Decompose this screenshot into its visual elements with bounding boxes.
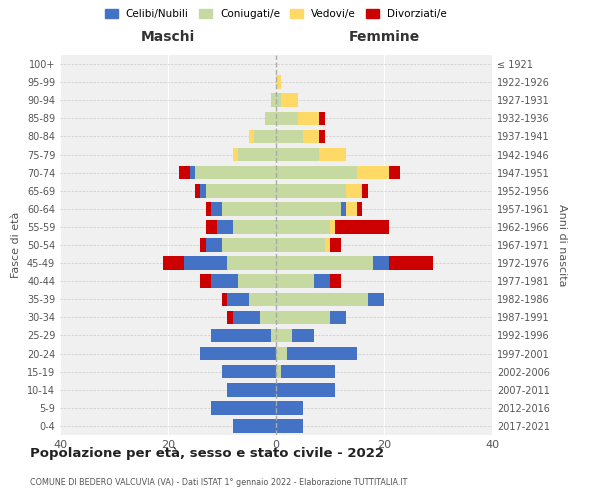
Bar	[227, 383, 276, 396]
Bar	[281, 365, 335, 378]
Legend: Celibi/Nubili, Coniugati/e, Vedovi/e, Divorziati/e: Celibi/Nubili, Coniugati/e, Vedovi/e, Di…	[101, 5, 451, 24]
Bar	[200, 238, 206, 252]
Bar	[276, 76, 281, 89]
Bar	[184, 256, 227, 270]
Bar	[200, 184, 206, 198]
Bar	[373, 256, 389, 270]
Bar	[249, 130, 254, 143]
Bar	[276, 130, 303, 143]
Bar	[200, 274, 211, 288]
Bar	[211, 328, 271, 342]
Bar	[330, 310, 346, 324]
Bar	[341, 202, 346, 215]
Bar	[276, 419, 303, 432]
Bar	[254, 130, 276, 143]
Bar	[206, 184, 276, 198]
Bar	[330, 220, 335, 234]
Bar	[260, 310, 276, 324]
Bar	[200, 347, 276, 360]
Y-axis label: Anni di nascita: Anni di nascita	[557, 204, 566, 286]
Bar	[190, 166, 195, 179]
Bar	[346, 202, 357, 215]
Bar	[368, 292, 384, 306]
Bar	[330, 274, 341, 288]
Bar	[227, 310, 233, 324]
Text: Maschi: Maschi	[141, 30, 195, 44]
Bar	[238, 148, 276, 162]
Bar	[233, 220, 276, 234]
Bar	[276, 365, 281, 378]
Bar	[292, 328, 314, 342]
Bar	[357, 202, 362, 215]
Bar	[276, 202, 341, 215]
Bar	[271, 328, 276, 342]
Bar	[227, 256, 276, 270]
Bar	[233, 148, 238, 162]
Bar	[357, 166, 389, 179]
Bar	[389, 256, 433, 270]
Bar	[298, 112, 319, 125]
Bar	[276, 220, 330, 234]
Bar	[238, 274, 276, 288]
Bar	[276, 148, 319, 162]
Bar	[233, 310, 260, 324]
Bar	[222, 365, 276, 378]
Bar	[233, 419, 276, 432]
Bar	[281, 94, 298, 107]
Text: COMUNE DI BEDERO VALCUVIA (VA) - Dati ISTAT 1° gennaio 2022 - Elaborazione TUTTI: COMUNE DI BEDERO VALCUVIA (VA) - Dati IS…	[30, 478, 407, 487]
Bar	[211, 401, 276, 414]
Bar	[217, 220, 233, 234]
Bar	[314, 274, 330, 288]
Bar	[195, 184, 200, 198]
Bar	[319, 148, 346, 162]
Bar	[335, 220, 389, 234]
Bar	[265, 112, 276, 125]
Bar	[319, 112, 325, 125]
Bar	[206, 202, 211, 215]
Bar	[211, 202, 222, 215]
Bar	[389, 166, 400, 179]
Bar	[276, 256, 373, 270]
Bar	[276, 328, 292, 342]
Bar	[249, 292, 276, 306]
Bar	[222, 202, 276, 215]
Bar	[276, 112, 298, 125]
Bar	[276, 401, 303, 414]
Bar	[211, 274, 238, 288]
Bar	[276, 274, 314, 288]
Text: Femmine: Femmine	[349, 30, 419, 44]
Bar	[276, 184, 346, 198]
Bar	[362, 184, 368, 198]
Bar	[276, 166, 357, 179]
Bar	[276, 310, 330, 324]
Bar	[163, 256, 184, 270]
Bar	[222, 292, 227, 306]
Bar	[276, 383, 335, 396]
Bar	[325, 238, 330, 252]
Bar	[276, 238, 325, 252]
Bar	[303, 130, 319, 143]
Bar	[227, 292, 249, 306]
Bar	[319, 130, 325, 143]
Bar	[222, 238, 276, 252]
Bar	[206, 220, 217, 234]
Bar	[271, 94, 276, 107]
Text: Popolazione per età, sesso e stato civile - 2022: Popolazione per età, sesso e stato civil…	[30, 448, 384, 460]
Bar	[206, 238, 222, 252]
Bar	[276, 347, 287, 360]
Bar	[276, 94, 281, 107]
Bar	[179, 166, 190, 179]
Bar	[346, 184, 362, 198]
Y-axis label: Fasce di età: Fasce di età	[11, 212, 21, 278]
Bar	[276, 292, 368, 306]
Bar	[195, 166, 276, 179]
Bar	[287, 347, 357, 360]
Bar	[330, 238, 341, 252]
